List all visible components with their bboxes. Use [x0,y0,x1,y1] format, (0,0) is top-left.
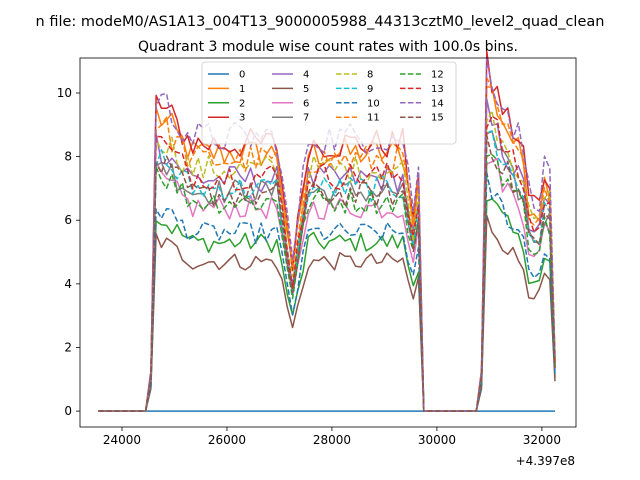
legend-label-12: 12 [431,70,444,81]
legend-label-9: 9 [367,84,373,95]
series-line-15 [98,134,556,412]
legend-label-15: 15 [431,113,444,124]
x-tick-label: 32000 [523,433,561,447]
legend-label-8: 8 [367,70,373,81]
x-tick-label: 30000 [418,433,456,447]
y-tick-label: 0 [64,404,72,418]
legend-label-7: 7 [303,113,309,124]
legend-label-2: 2 [239,98,245,109]
y-tick-label: 4 [64,277,72,291]
figure-suptitle: n file: modeM0/AS1A13_004T13_9000005988_… [36,14,605,30]
legend-label-11: 11 [367,113,380,124]
legend-label-13: 13 [431,84,444,95]
legend-label-3: 3 [239,113,245,124]
x-tick-label: 28000 [313,433,351,447]
y-tick-label: 8 [64,150,72,164]
legend-label-0: 0 [239,70,245,81]
legend-label-6: 6 [303,98,309,109]
legend-label-14: 14 [431,98,444,109]
chart-title: Quadrant 3 module wise count rates with … [138,39,518,55]
series-layer [98,50,556,412]
y-tick-label: 10 [57,86,72,100]
legend-box [201,61,457,145]
axes-frame [79,57,577,428]
x-offset-label: +4.397e8 [516,454,575,468]
y-tick-label: 6 [64,213,72,227]
x-tick-label: 26000 [208,433,246,447]
x-tick-label: 24000 [103,433,141,447]
legend-label-1: 1 [239,84,245,95]
legend-label-5: 5 [303,84,309,95]
y-tick-label: 2 [64,340,72,354]
legend-label-10: 10 [367,98,380,109]
legend-label-4: 4 [303,70,309,81]
